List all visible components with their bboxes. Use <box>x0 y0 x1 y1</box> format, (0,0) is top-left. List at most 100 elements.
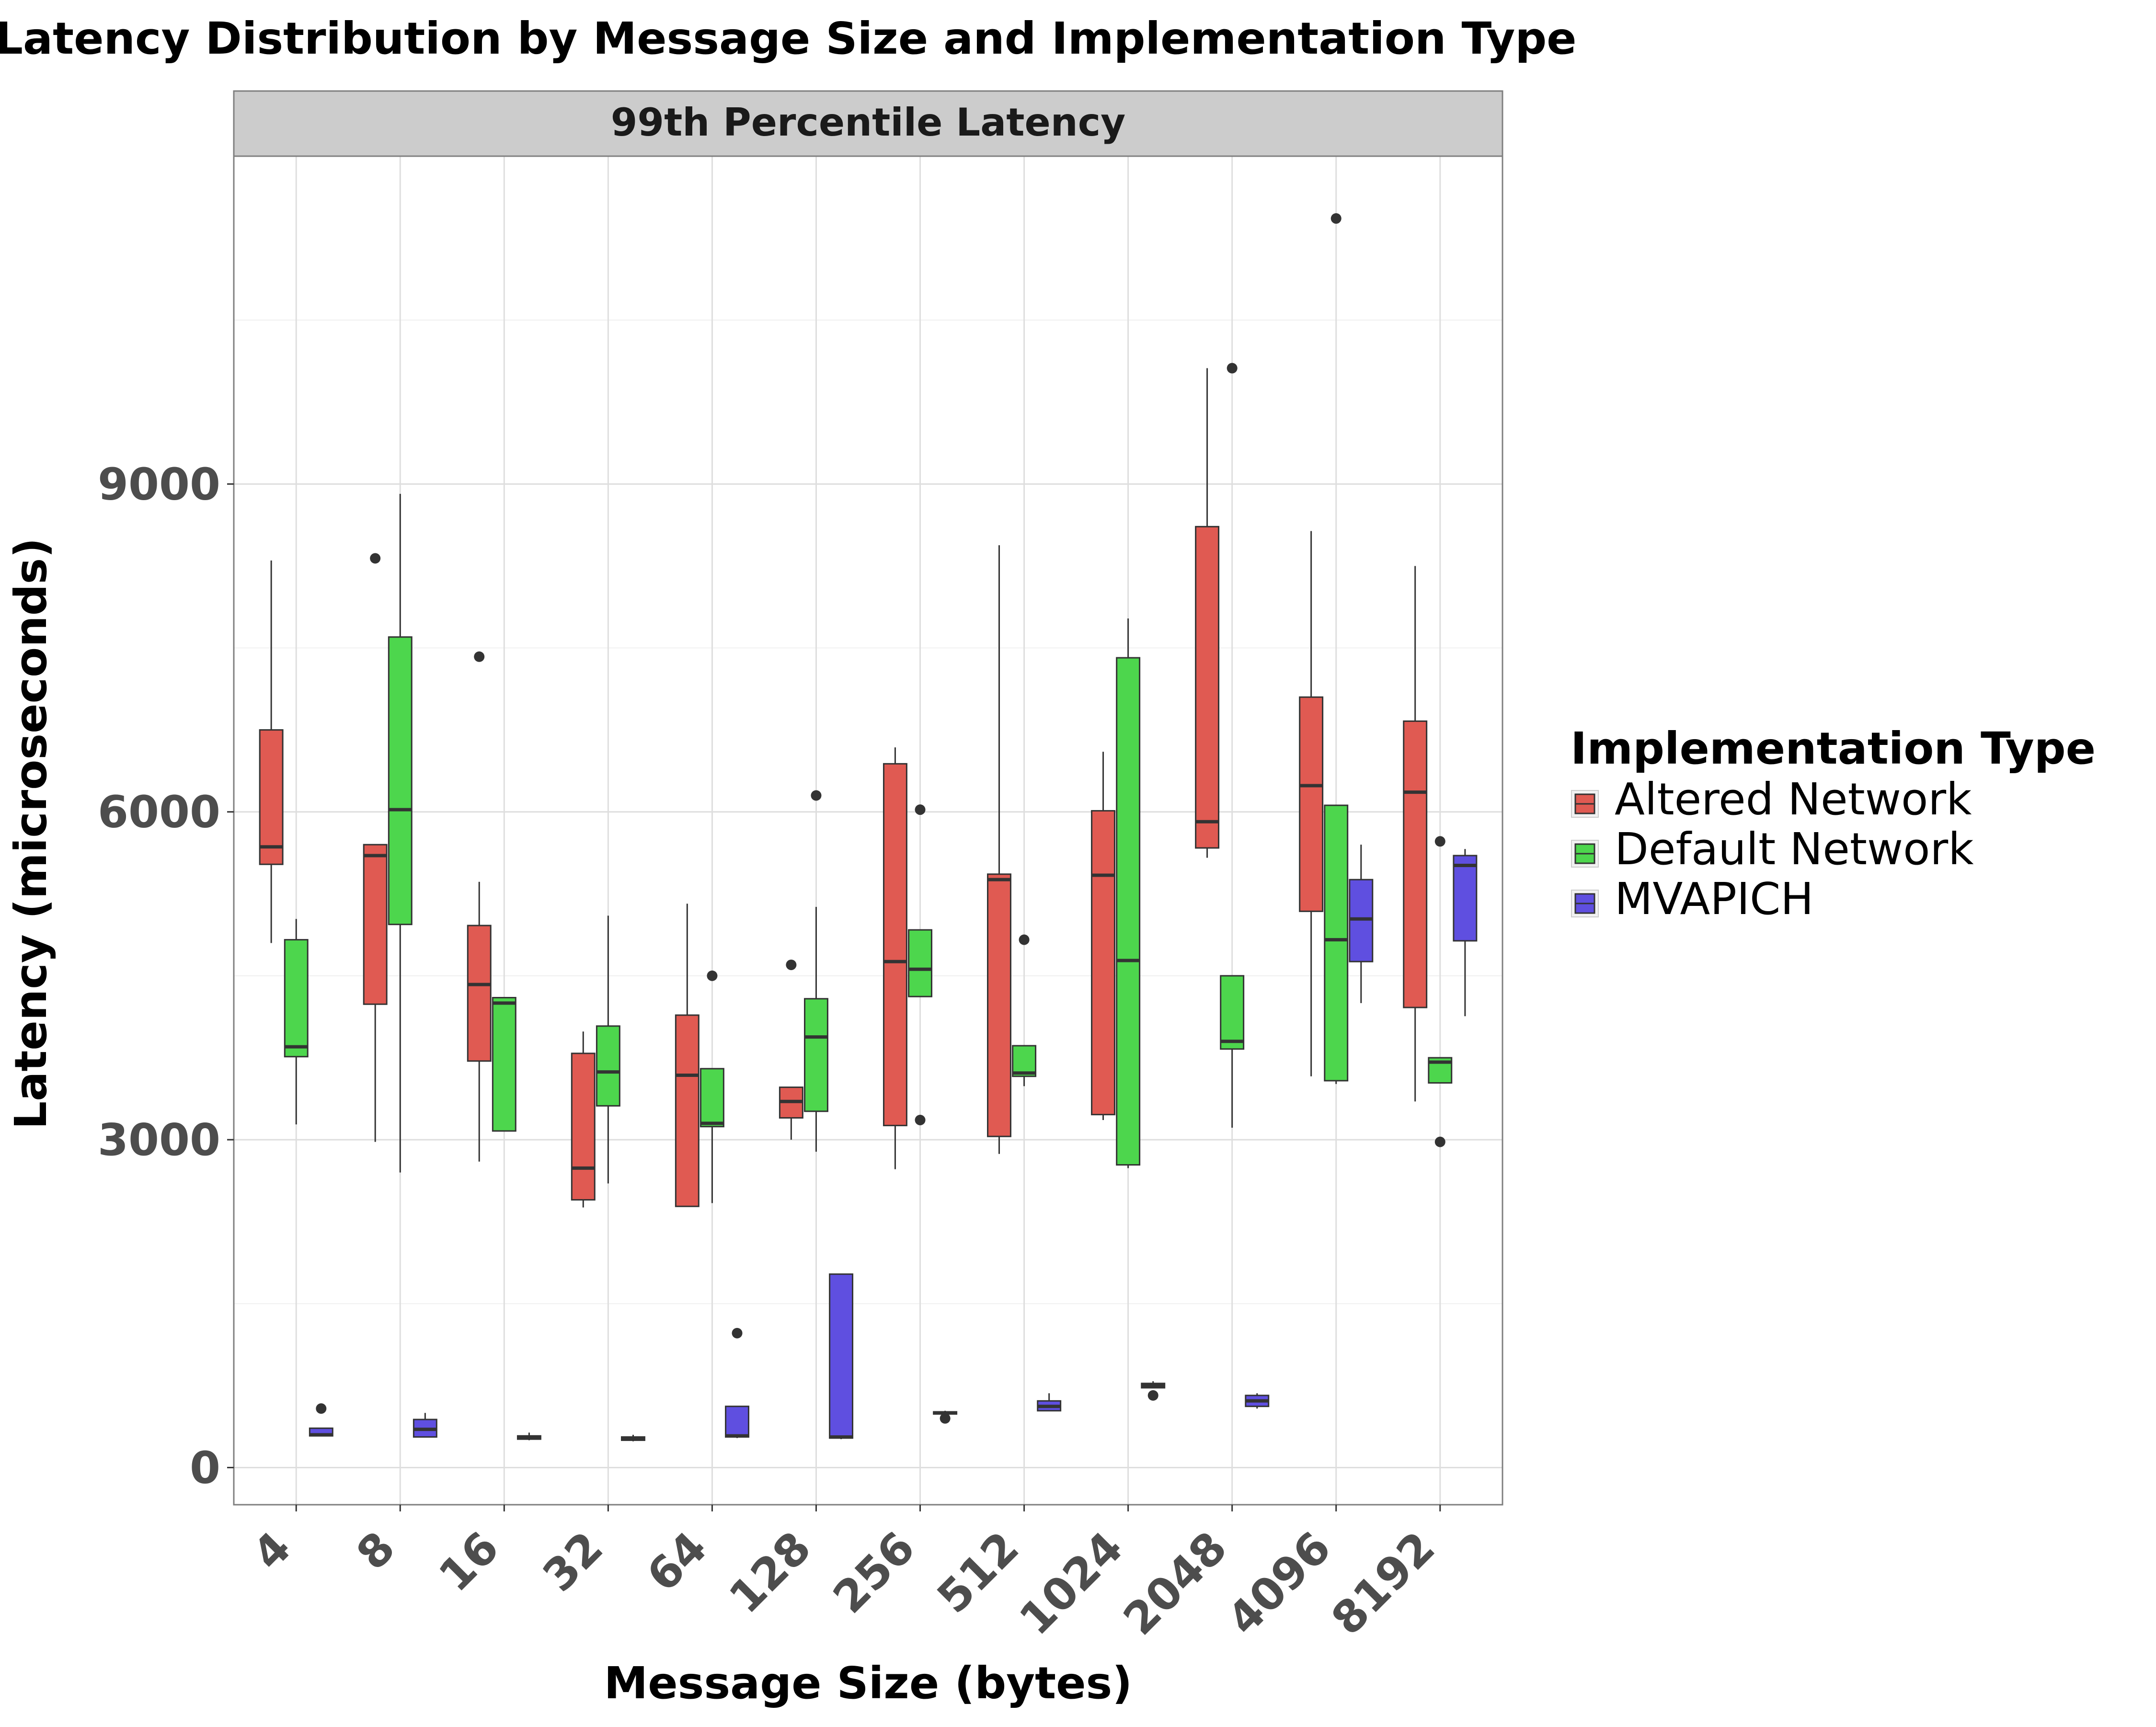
outlier-point <box>474 651 485 662</box>
box-default-network-128 <box>804 790 828 1152</box>
outlier-point <box>940 1413 951 1424</box>
facet-strip-label: 99th Percentile Latency <box>611 100 1126 145</box>
box-mvapich-16 <box>516 1432 541 1441</box>
box-mvapich-2048 <box>1245 1393 1270 1409</box>
box-body <box>675 1014 700 1207</box>
box-altered-network-8192 <box>1403 566 1428 1102</box>
box-body <box>908 929 932 997</box>
legend-title: Implementation Type <box>1571 723 2096 774</box>
box-default-network-32 <box>596 915 620 1184</box>
box-body <box>1091 810 1115 1116</box>
box-altered-network-64 <box>675 904 700 1207</box>
box-default-network-512 <box>1012 934 1037 1087</box>
legend: Implementation Type Altered NetworkDefau… <box>1571 723 2096 925</box>
box-altered-network-2048 <box>1195 368 1220 858</box>
box-body <box>804 998 828 1112</box>
box-body <box>1012 1045 1037 1077</box>
box-body <box>571 1052 596 1201</box>
outlier-point <box>1330 213 1342 224</box>
box-body <box>363 844 388 1005</box>
box-default-network-16 <box>492 997 516 1132</box>
chart-title: Latency Distribution by Message Size and… <box>0 13 1577 64</box>
box-mvapich-64 <box>725 1327 749 1438</box>
outlier-point <box>1434 836 1445 847</box>
legend-label: Altered Network <box>1615 774 1972 825</box>
outlier-point <box>316 1403 327 1414</box>
box-default-network-64 <box>700 970 724 1203</box>
y-axis-title: Latency (microseconds) <box>5 538 57 1130</box>
box-mvapich-1024 <box>1141 1381 1166 1401</box>
box-body <box>700 1068 724 1128</box>
box-body <box>467 925 492 1062</box>
x-tick-label: 128 <box>720 1522 821 1623</box>
x-tick-label: 8192 <box>1322 1522 1445 1645</box>
box-body <box>492 997 516 1132</box>
outlier-point <box>1434 1136 1445 1147</box>
box-default-network-2048 <box>1220 363 1245 1128</box>
outlier-point <box>370 553 381 564</box>
box-mvapich-4096 <box>1349 845 1374 1003</box>
box-body <box>725 1406 749 1438</box>
x-tick-label: 8 <box>347 1522 405 1580</box>
x-tick-label: 16 <box>429 1522 509 1601</box>
box-altered-network-256 <box>883 747 907 1169</box>
box-altered-network-1024 <box>1091 752 1115 1121</box>
box-default-network-4 <box>284 919 309 1125</box>
box-body <box>1116 657 1141 1166</box>
legend-item-mvapich: MVAPICH <box>1571 873 1813 925</box>
box-mvapich-8192 <box>1453 849 1478 1017</box>
x-tick-label: 64 <box>637 1522 717 1601</box>
legend-label: MVAPICH <box>1615 873 1813 925</box>
y-tick-label: 3000 <box>98 1114 220 1166</box>
box-body <box>284 939 309 1058</box>
box-body <box>883 763 907 1126</box>
box-body <box>829 1273 854 1439</box>
box-body <box>1403 720 1428 1008</box>
x-tick-label: 2048 <box>1114 1522 1237 1645</box>
outlier-point <box>915 1115 926 1126</box>
box-body <box>1324 804 1349 1082</box>
outlier-point <box>707 970 718 981</box>
panel-border <box>233 155 1503 1506</box>
outlier-point <box>732 1327 743 1338</box>
box-body <box>1453 855 1478 942</box>
outlier-point <box>786 960 797 971</box>
box-body <box>1195 526 1220 849</box>
x-tick-label: 4 <box>243 1522 301 1580</box>
box-altered-network-4 <box>259 560 284 943</box>
x-tick-label: 1024 <box>1009 1522 1133 1645</box>
box-altered-network-512 <box>987 545 1011 1154</box>
box-mvapich-512 <box>1037 1393 1062 1412</box>
x-tick-label: 256 <box>824 1522 925 1623</box>
box-mvapich-128 <box>829 1273 854 1440</box>
box-default-network-8192 <box>1428 836 1453 1147</box>
box-altered-network-8 <box>363 553 388 1142</box>
box-body <box>259 729 284 865</box>
box-altered-network-128 <box>779 960 803 1140</box>
box-body <box>987 873 1011 1137</box>
outlier-point <box>1227 363 1238 374</box>
box-body <box>388 636 413 926</box>
box-default-network-4096 <box>1324 213 1349 1084</box>
box-default-network-256 <box>908 804 932 1126</box>
box-altered-network-16 <box>467 651 492 1162</box>
box-mvapich-4 <box>309 1403 333 1437</box>
x-axis-title: Message Size (bytes) <box>604 1658 1133 1709</box>
box-default-network-1024 <box>1116 618 1141 1168</box>
box-altered-network-4096 <box>1299 531 1324 1076</box>
box-body <box>1220 975 1245 1050</box>
facet-strip <box>233 90 1503 157</box>
box-mvapich-32 <box>621 1435 645 1441</box>
box-mvapich-256 <box>933 1410 958 1424</box>
legend-item-default-network: Default Network <box>1571 823 1974 875</box>
legend-item-altered-network: Altered Network <box>1571 774 1972 825</box>
y-tick-label: 0 <box>190 1442 220 1493</box>
y-tick-label: 9000 <box>98 458 220 510</box>
box-default-network-8 <box>388 493 413 1173</box>
x-tick-label: 4096 <box>1218 1522 1341 1645</box>
panel-background <box>234 156 1502 1505</box>
legend-label: Default Network <box>1615 823 1974 875</box>
